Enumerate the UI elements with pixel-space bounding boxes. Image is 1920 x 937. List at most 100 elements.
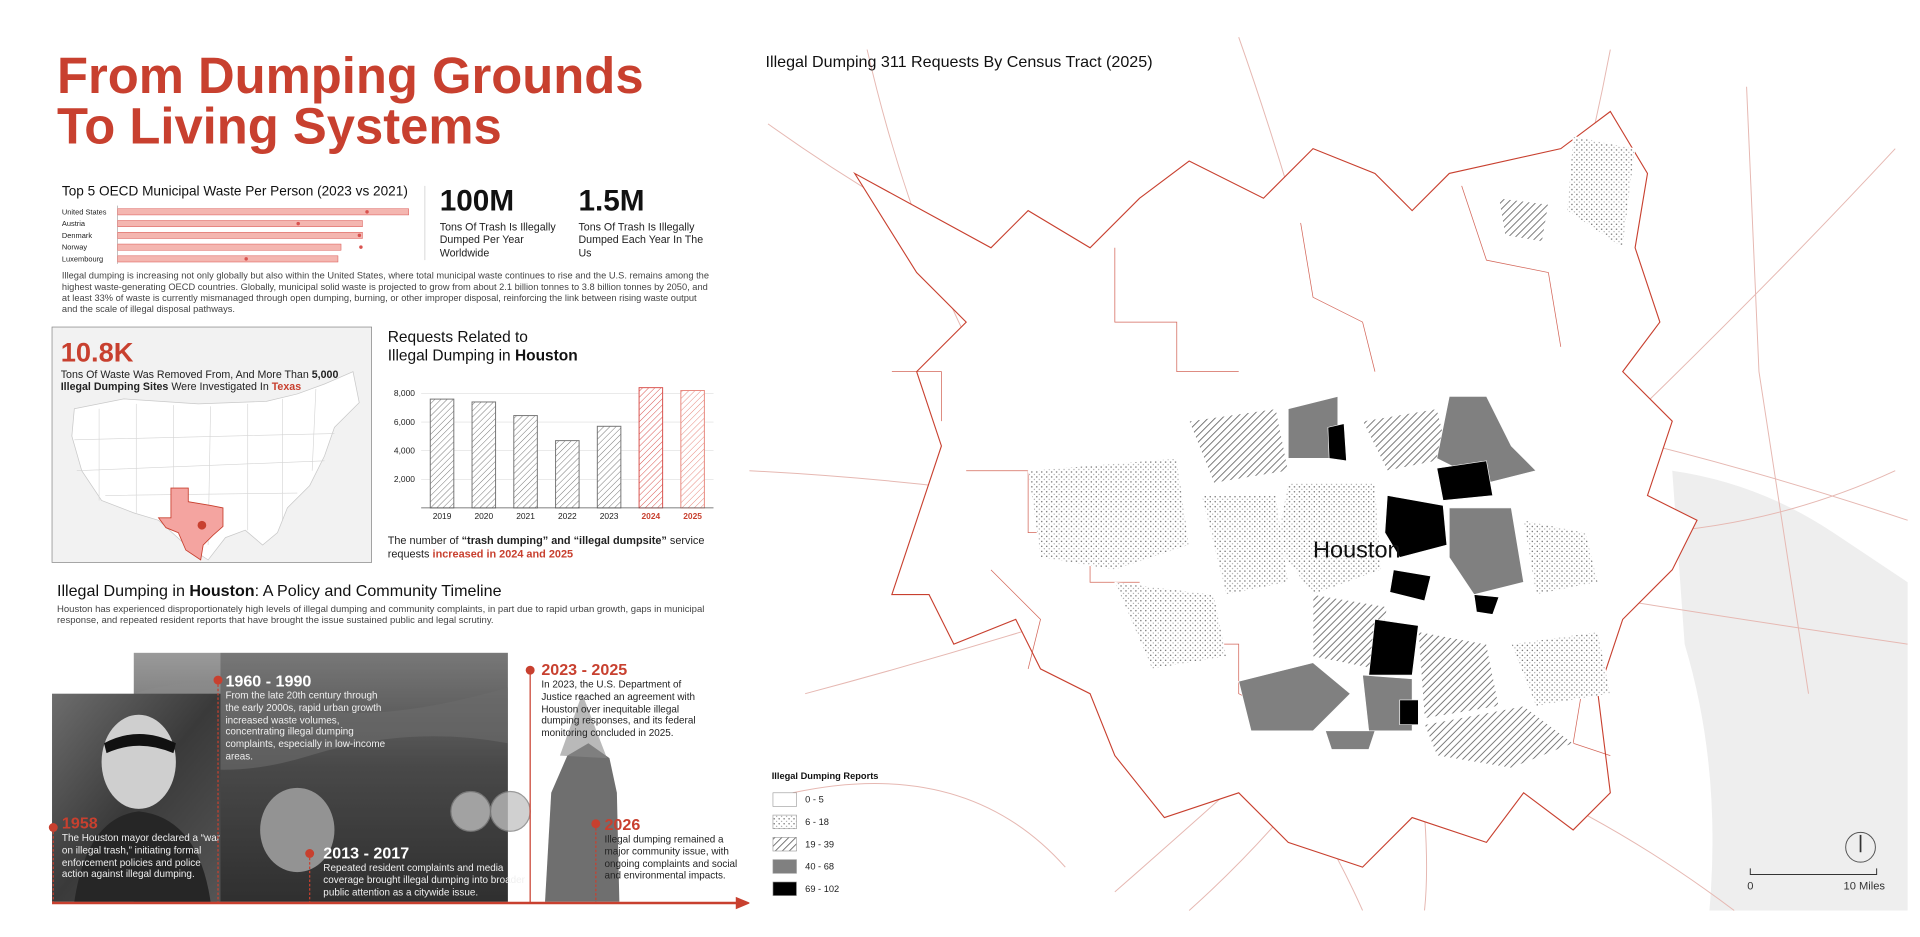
stat-value: 100M [440,185,514,218]
map-title: Illegal Dumping 311 Requests By Census T… [766,53,1153,71]
category-label: Denmark [62,231,92,240]
title-part: Illegal Dumping in [57,582,189,600]
y-tick-label: 6,000 [394,417,415,427]
legend-label: 0 - 5 [805,795,824,805]
texas-shape [157,487,224,561]
scale-label: 10 Miles [1844,880,1886,892]
event-dot [525,665,535,675]
category-label: Luxembourg [62,254,103,263]
bar [471,401,497,509]
timeline-desc-box: Houston has experienced disproportionate… [56,603,705,627]
intro-box: Illegal dumping is increasing not only g… [61,270,710,316]
event-period: 2013 - 2017 [323,844,409,862]
text-red: Texas [271,380,302,394]
timeline-photos [52,652,620,902]
x-tick-label: 2020 [474,511,493,521]
stat-text-box: Tons Of Trash Is Illegally Dumped Each Y… [578,221,703,259]
tracts-part [1368,619,1419,676]
caption: The number of “trash dumping” and “illeg… [388,534,720,561]
chart-title: Top 5 OECD Municipal Waste Per Person (2… [62,184,408,199]
event-period: 1960 - 1990 [225,672,311,690]
y-tick-label: 8,000 [394,388,415,398]
photo-figure [260,787,335,873]
scale-bar [1749,868,1878,876]
tracts-part [1238,662,1351,732]
legend-swatch [772,837,797,852]
legend-swatch [772,792,797,807]
dot [244,257,248,261]
x-tick-label: 2023 [600,511,619,521]
north-arrow [1845,831,1876,863]
legend-label: 69 - 102 [805,884,839,894]
event-dot [591,819,601,829]
roads-part [792,783,1066,868]
houston-dot [197,520,207,530]
x-tick-label: 2022 [558,511,577,521]
tracts-part [1324,730,1376,750]
tracts-part [1473,594,1500,615]
title-line: From Dumping Grounds [57,47,644,104]
event-dot [213,675,223,685]
bar [117,220,363,227]
event-text-box: The Houston mayor declared a “war on ill… [61,832,221,880]
bar [117,208,409,216]
intro-text: Illegal dumping is increasing not only g… [61,270,710,316]
stat-value: 1.5M [578,185,644,218]
legend-swatch [772,859,797,874]
legend-label: 40 - 68 [805,862,834,872]
tracts-part [1327,423,1347,462]
map-city-label: Houston [1313,536,1401,562]
legend-label: 19 - 39 [805,839,834,849]
tracts-part [1027,458,1190,571]
y-tick-label: 4,000 [394,445,415,455]
tracts-part [1523,519,1599,595]
roads-part [1746,86,1810,694]
tracts-part [1436,460,1494,501]
stat-text: Tons Of Trash Is Illegally Dumped Per Ye… [439,220,556,259]
x-tick-label: 2024 [642,511,661,521]
tracts-part [1510,631,1611,707]
dot [359,245,363,249]
bar [117,232,363,239]
event-text-box: Repeated resident complaints and media c… [323,862,525,897]
city-streets-part [990,569,1041,670]
bay [1672,470,1908,911]
title-part: Houston [189,582,254,600]
legend-swatch [772,881,797,896]
x-tick-label: 2021 [516,511,535,521]
tracts-part [1498,197,1549,242]
text: service requests [387,533,705,560]
scale-label: 0 [1747,880,1753,892]
tracts-part [1384,495,1448,558]
dot [365,210,369,214]
tracts-part [1566,135,1636,249]
state-lines [74,388,335,546]
city-streets-part [891,371,942,422]
title-part: : A Policy and Community Timeline [255,582,502,600]
timeline-desc: Houston has experienced disproportionate… [56,603,705,627]
category-label: United States [62,207,107,216]
tracts-part [1424,705,1574,769]
bar [429,398,455,509]
photo-shade [220,652,508,902]
caption-box: The number of “trash dumping” and “illeg… [388,534,720,561]
text-bold: 5,000 Illegal Dumping Sites [60,367,339,394]
photo-figure [74,811,211,902]
tracts-part [1201,495,1289,595]
category-label: Norway [62,243,87,252]
event-text: Illegal dumping remained a major communi… [604,833,738,882]
texas-text-box: Tons Of Waste Was Removed From, And More… [60,367,339,394]
bar [638,387,664,509]
event-text: The Houston mayor declared a “war on ill… [61,832,221,880]
text-red: increased in 2024 and 2025 [432,547,574,560]
bar [117,243,342,251]
legend-title: Illegal Dumping Reports [772,771,879,781]
event-period: 2026 [604,816,640,834]
event-text: From the late 20th century through the e… [225,689,386,762]
timeline-arrow [735,896,751,910]
event-text-box: From the late 20th century through the e… [225,689,386,762]
tracts-part [1436,396,1537,484]
photo-figure [101,714,176,809]
dot [296,221,300,226]
